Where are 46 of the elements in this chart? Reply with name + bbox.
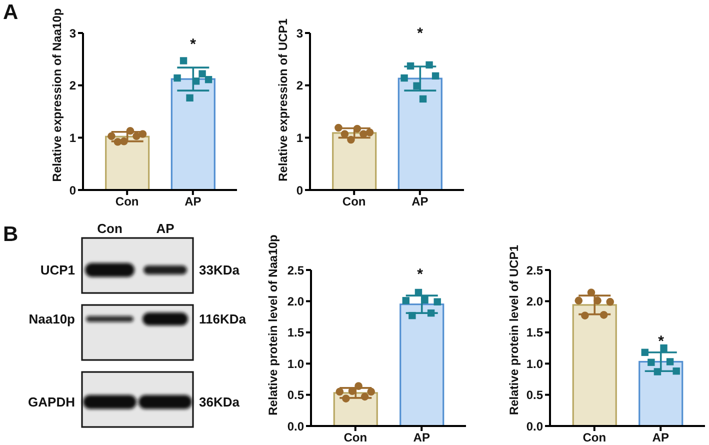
y-tick-label: 0.0 [526,419,544,434]
y-axis-title: Relative expression of Naa10p [50,8,64,182]
category-label: GAPDH [28,394,75,410]
y-tick-label: 1.5 [287,326,304,340]
y-tick-label: 0.5 [526,388,544,402]
y-tick-label: 2 [296,78,304,93]
y-tick-label: 0 [69,183,76,198]
annotation: * [417,25,423,42]
y-tick-label: 0 [296,183,304,198]
y-tick-label: 3 [69,26,76,40]
y-tick-label: 3 [296,26,304,40]
y-tick-label: 1.0 [287,356,304,371]
y-tick-label: 2.5 [526,263,544,278]
category-label: AP [156,221,175,236]
y-tick-label: 2.0 [287,294,304,308]
category-label: Naa10p [28,312,75,326]
category-label: 116KDa [199,312,246,326]
category-label: Con [97,221,122,236]
y-axis-title: Relative expression of UCP1 [276,18,290,182]
x-tick-label: AP [184,194,202,209]
x-tick-label: AP [413,430,430,445]
y-tick-label: 1 [296,130,304,145]
text: B [3,223,18,246]
annotation: * [417,266,423,284]
annotation: * [658,333,664,350]
y-tick-label: 2 [69,78,76,93]
x-tick-label: Con [344,430,368,445]
x-tick-label: Con [115,194,139,209]
category-label: UCP1 [40,262,75,278]
category-label: 36KDa [199,394,240,410]
category-label: 33KDa [199,262,240,278]
y-tick-label: 0.0 [287,419,304,434]
text: A [3,1,18,24]
y-tick-label: 1.0 [526,356,544,371]
x-tick-label: AP [412,194,428,209]
y-tick-label: 2.5 [287,263,304,278]
x-tick-label: Con [342,194,366,209]
y-tick-label: 2.0 [526,294,544,308]
x-tick-label: Con [582,430,606,445]
y-tick-label: 1 [69,130,76,145]
y-axis-title: Relative protein level of Naa10p [266,234,280,416]
annotation: * [190,36,196,54]
y-axis-title: Relative protein level of UCP1 [507,244,521,416]
y-tick-label: 1.5 [526,326,544,340]
x-tick-label: AP [652,430,669,445]
y-tick-label: 0.5 [287,388,304,402]
